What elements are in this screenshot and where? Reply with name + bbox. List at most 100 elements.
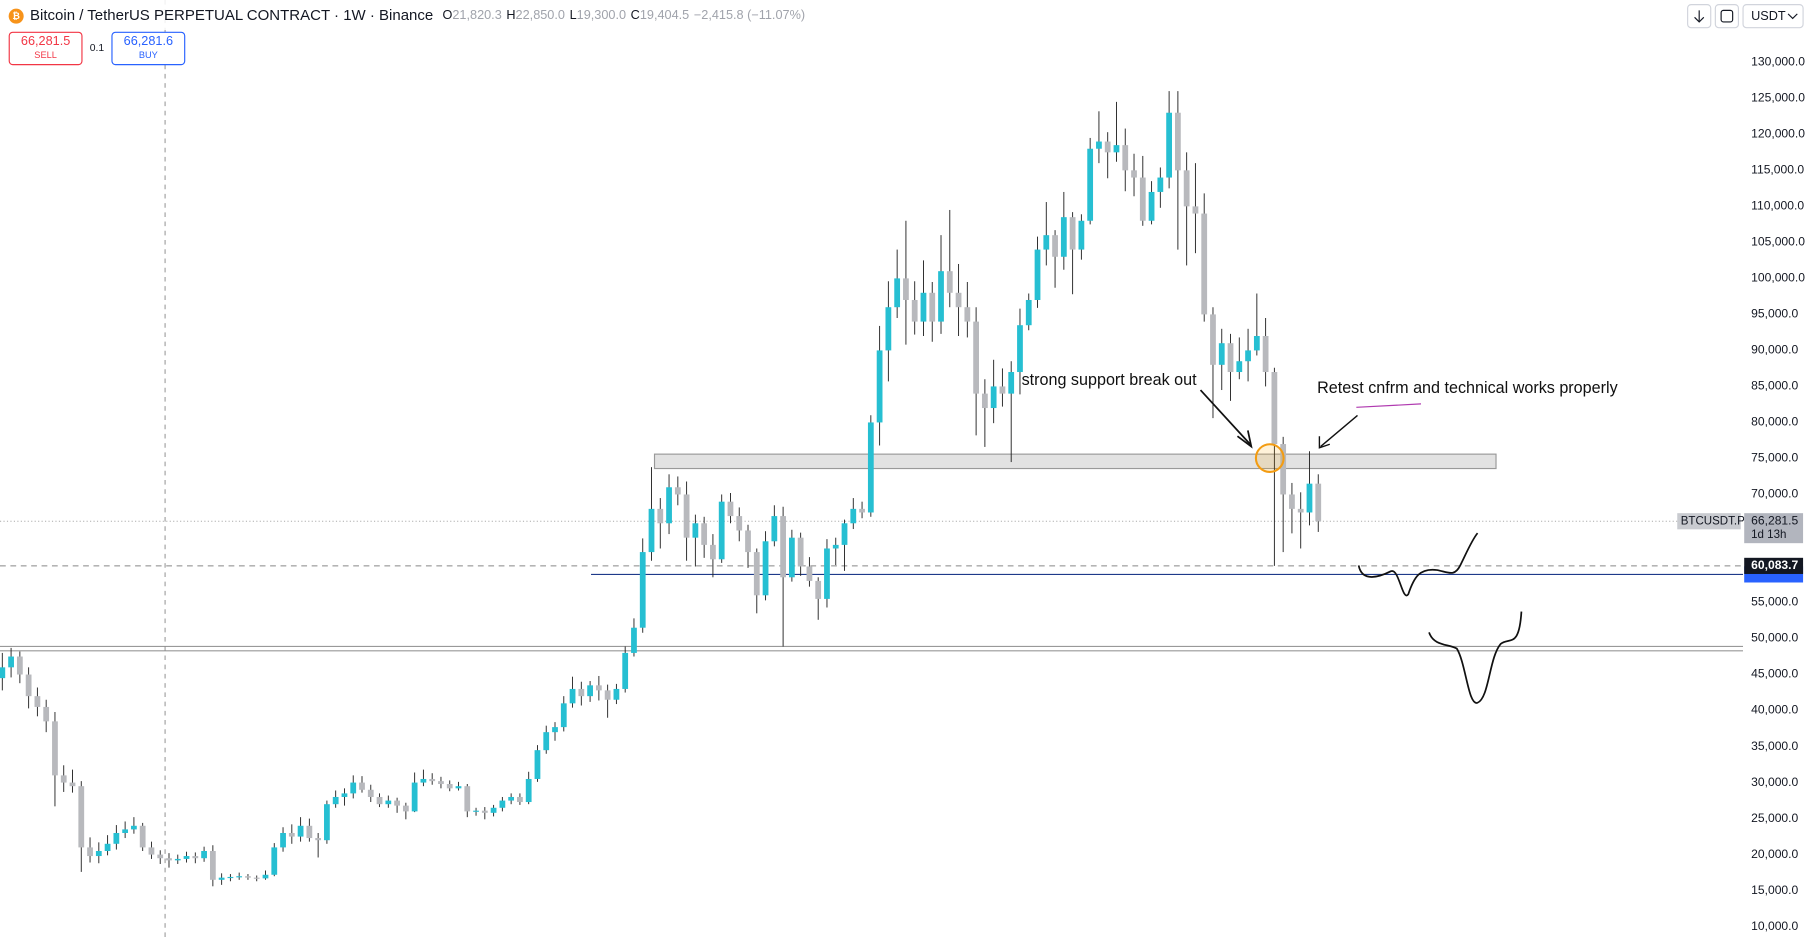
candle-body [824,548,830,599]
candle-body [1227,343,1234,373]
candle-body [604,690,611,700]
candle-body [1262,336,1269,373]
highlight-circle [1254,443,1285,474]
y-tick-label: 105,000.0 [1751,235,1805,249]
candle-body [1096,141,1102,149]
candle-body [1245,350,1251,362]
candle-body [341,793,348,797]
arrow-head [1236,430,1253,449]
candle-body [859,508,865,513]
candle-body [1253,336,1260,351]
quantity: 0.1 [90,43,105,54]
candle-body [1315,483,1322,522]
y-tick-label: 35,000.0 [1751,739,1798,753]
last-price-label: 66,281.5 [1751,513,1798,527]
candle-body [315,838,322,841]
candle-body [0,667,6,679]
symbol-label-bg [1677,513,1741,530]
header-text: Bitcoin / TetherUS PERPETUAL CONTRACT · … [30,7,805,24]
candle-body [25,674,32,697]
candle-body [324,804,330,841]
candle-body [253,877,260,879]
candle-body [1113,145,1120,153]
annotations-layer: strong support break out Retest cnfrm an… [164,0,1619,937]
candle-body [104,843,111,851]
last-price-bg [1744,513,1804,544]
y-tick-label: 30,000.0 [1751,775,1798,789]
candle-body [1139,177,1146,221]
currency-button[interactable] [1742,4,1804,29]
candle-body [87,847,93,857]
candle-body [280,832,286,848]
candle-body [1078,220,1085,250]
candle-body [841,523,848,545]
candle-body [534,750,541,779]
y-tick-label: 100,000.0 [1751,271,1805,285]
candle-body [1166,112,1172,178]
y-tick-label: 15,000.0 [1751,883,1798,897]
candle-body [1052,235,1058,257]
freehand-path [1357,532,1479,597]
candle-body [832,544,839,549]
candle-body [1025,299,1032,326]
candle-body [218,877,225,880]
candle-body [745,530,751,553]
candle-body [306,825,313,839]
y-tick-label: 115,000.0 [1751,163,1804,177]
candle-body [139,825,146,848]
annotation: Retest cnfrm and technical works properl… [1317,379,1618,397]
candle-body [245,876,251,878]
candle-body [122,829,129,833]
candle-body [517,796,523,803]
candle-body [446,784,453,789]
candle-body [490,807,497,813]
candle-body [1104,141,1111,153]
ohlc-key: O [443,9,453,23]
candle-body [710,544,716,560]
ohlc-value: 22,850.0 [516,9,565,23]
download-icon [1694,10,1705,23]
candle-body [1174,112,1181,171]
low-price-label: 60,083.7 [1751,558,1798,572]
candle-body [1280,444,1287,495]
buy-button[interactable] [111,31,186,66]
candle-body [1122,145,1129,171]
candle-body [1236,361,1243,373]
candle-body [543,732,550,751]
sell-button[interactable] [8,31,83,66]
y-tick-label: 40,000.0 [1751,703,1798,717]
candle-body [1017,325,1023,373]
candle-body [692,523,699,538]
candle-body [1271,372,1278,445]
candle-body [113,832,120,844]
arrow [1199,389,1251,445]
change: −2,415.8 (−11.07%) [694,9,805,23]
y-tick-label: 80,000.0 [1751,415,1798,429]
ohlc-key: C [631,9,640,23]
candle-body [157,854,164,859]
y-tick-label: 50,000.0 [1751,631,1798,645]
candle-body [183,856,190,859]
candle-body [850,508,857,524]
candle-body [297,825,304,837]
buy-label: BUY [139,50,158,60]
candle-body [385,800,392,805]
candle-body [701,523,708,545]
candle-body [955,292,962,308]
candle-body [332,796,339,805]
candle-body [192,856,199,859]
countdown: 1d 13h [1751,529,1786,541]
candle-body [1306,483,1313,513]
candle-body [788,537,795,578]
candle-body [1131,170,1137,178]
candle-body [16,656,23,675]
refresh-button[interactable] [1714,4,1740,29]
candle-body [429,778,436,782]
y-tick-label: 10,000.0 [1751,919,1798,933]
y-tick-label: 90,000.0 [1751,343,1798,357]
candle-body [1148,191,1155,221]
ohlc-value: 19,300.0 [577,9,626,23]
candle-body [718,501,725,560]
candle-body [929,292,936,322]
